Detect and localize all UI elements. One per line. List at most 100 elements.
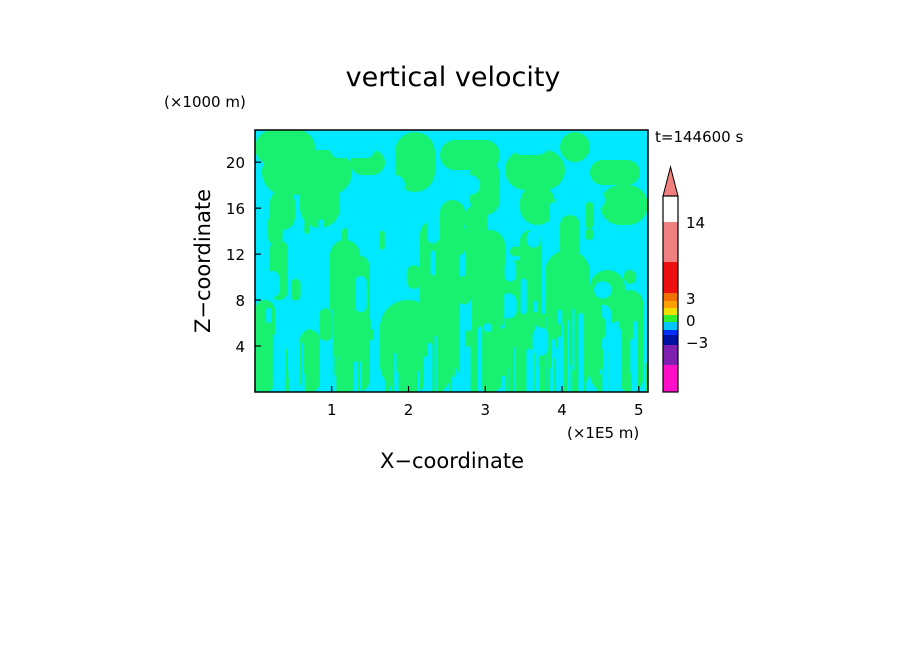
field-contour — [450, 374, 453, 392]
field-contour — [336, 360, 342, 392]
field-contour — [300, 178, 340, 228]
field-contour — [354, 313, 371, 342]
field-contour — [426, 217, 440, 244]
y-tick-label: 8 — [235, 292, 245, 310]
field-contour — [406, 265, 422, 289]
plot-area — [255, 130, 648, 392]
field-contour — [355, 275, 367, 313]
field-contour — [438, 320, 444, 392]
field-contour — [633, 320, 638, 392]
field-contour — [485, 352, 489, 392]
y-tick-label: 20 — [226, 154, 245, 172]
field-contour — [509, 346, 513, 392]
field-contour — [332, 374, 337, 392]
field-contour — [272, 334, 276, 392]
field-contour — [290, 278, 301, 301]
field-contour — [264, 270, 280, 298]
colorbar-segment — [663, 330, 678, 335]
field-contour — [571, 369, 577, 392]
field-contour — [353, 361, 358, 392]
field-contour — [624, 316, 631, 392]
x-tick-label: 1 — [327, 401, 337, 419]
field-contour — [457, 275, 471, 305]
field-contour — [550, 368, 554, 392]
colorbar-segment — [663, 335, 678, 345]
field-contour — [470, 160, 500, 215]
field-contour — [449, 368, 452, 392]
field-contour — [623, 269, 637, 284]
x-tick-label: 2 — [404, 401, 414, 419]
colorbar-segment — [663, 365, 678, 392]
field-contour — [318, 219, 325, 238]
field-contour — [530, 349, 535, 392]
colorbar-label: 14 — [686, 214, 705, 232]
field-contour — [596, 373, 602, 392]
colorbar-segment — [663, 308, 678, 315]
field-contour — [268, 214, 283, 245]
field-contour — [591, 315, 606, 341]
field-contour — [526, 348, 532, 392]
colorbar-segment — [663, 262, 678, 293]
y-axis-label: Z−coordinate — [191, 189, 215, 333]
field-contour — [570, 365, 573, 392]
y-tick-label: 16 — [226, 200, 245, 218]
x-unit-label: (×1E5 m) — [567, 424, 639, 442]
colorbar-segment — [663, 322, 678, 330]
colorbar-label: −3 — [686, 334, 708, 352]
field-contour — [385, 339, 390, 392]
x-tick-label: 3 — [481, 401, 491, 419]
field-contour — [255, 300, 275, 392]
time-label: t=144600 s — [655, 128, 743, 146]
x-tick-label: 5 — [634, 401, 644, 419]
field-contour — [501, 375, 506, 392]
field-contour — [319, 308, 333, 341]
field-contour — [590, 160, 640, 185]
chart-title: vertical velocity — [346, 62, 561, 93]
field-contour — [330, 140, 375, 158]
field-contour — [395, 132, 435, 192]
y-axis-ticks: 4 8 12 16 20 — [226, 154, 261, 356]
field-contour — [322, 371, 325, 392]
field-contour — [370, 175, 405, 195]
field-contour — [477, 326, 483, 392]
field-contour — [533, 300, 538, 313]
field-contour — [584, 353, 587, 392]
field-contour — [630, 373, 633, 392]
field-contour — [520, 185, 555, 225]
field-contour — [340, 278, 353, 300]
colorbar: 14 3 0 −3 — [662, 165, 708, 393]
field-contour — [286, 369, 289, 392]
field-contour — [413, 313, 418, 392]
field-contour — [342, 228, 349, 259]
colorbar-segment — [663, 301, 678, 308]
field-contour — [556, 323, 562, 337]
x-axis-ticks: 1 2 3 4 5 — [327, 386, 644, 419]
field-contour — [379, 230, 385, 250]
field-contour — [492, 310, 496, 392]
field-contour — [304, 373, 306, 392]
field-contour — [304, 211, 310, 234]
field-contour — [434, 335, 437, 392]
colorbar-segment — [663, 345, 678, 365]
field-contour — [526, 229, 541, 248]
field-contour — [465, 345, 471, 392]
field-contour — [549, 202, 558, 223]
y-tick-label: 4 — [235, 338, 245, 356]
field-contour — [603, 337, 607, 392]
field-contour — [306, 328, 312, 392]
field-contour — [567, 315, 570, 392]
colorbar-label: 0 — [686, 312, 696, 330]
field-contour — [594, 281, 612, 299]
field-contour — [555, 347, 559, 392]
field-contour — [498, 291, 505, 326]
field-contour — [505, 150, 565, 190]
field-contour — [483, 323, 492, 332]
field-contour — [567, 306, 573, 321]
field-contour — [514, 346, 517, 392]
field-contour — [475, 230, 505, 392]
field-contour — [301, 342, 304, 392]
field-contour — [585, 201, 594, 229]
field-contour — [607, 322, 619, 356]
colorbar-label: 3 — [686, 290, 696, 308]
field-contour — [473, 343, 480, 392]
